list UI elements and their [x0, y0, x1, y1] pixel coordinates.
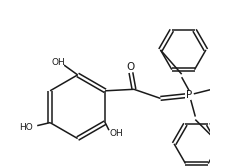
Text: P: P	[186, 90, 192, 100]
FancyBboxPatch shape	[52, 58, 64, 66]
FancyBboxPatch shape	[19, 124, 32, 131]
Text: O: O	[127, 62, 135, 72]
FancyBboxPatch shape	[127, 63, 135, 70]
FancyBboxPatch shape	[110, 130, 123, 138]
Text: HO: HO	[19, 123, 33, 132]
Text: OH: OH	[110, 130, 123, 138]
FancyBboxPatch shape	[185, 92, 193, 99]
Text: OH: OH	[51, 57, 65, 67]
